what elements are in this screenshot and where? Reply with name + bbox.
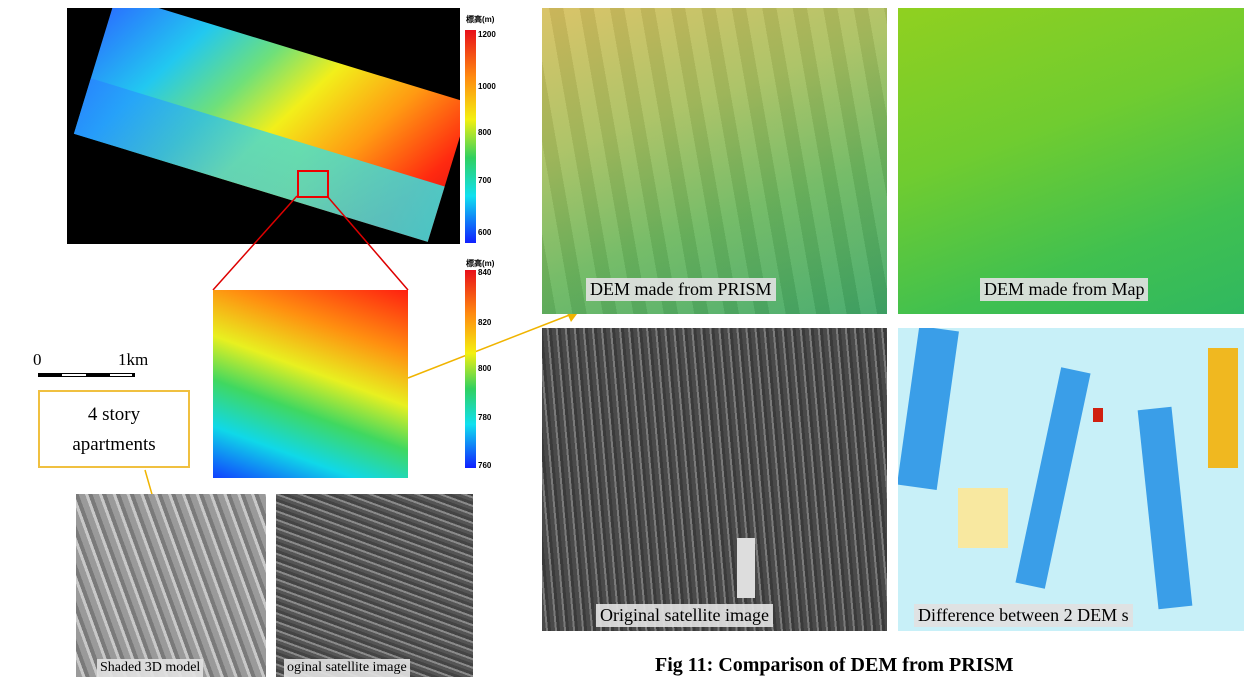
dem-difference: Difference between 2 DEM s <box>898 328 1244 631</box>
dem-map: DEM made from Map <box>898 8 1244 314</box>
callout-line: apartments <box>40 430 188 460</box>
callout: 4 story apartments <box>38 390 190 468</box>
dem-zoom <box>213 290 408 478</box>
diff-patch <box>1015 367 1090 588</box>
colorbar-label: 780 <box>478 413 491 422</box>
scale-end: 1km <box>118 350 148 370</box>
satellite-small: oginal satellite image <box>276 494 473 677</box>
zoom-line <box>327 196 408 290</box>
panel-label: oginal satellite image <box>284 659 410 677</box>
bright-building <box>737 538 755 598</box>
caption: Fig 11: Comparison of DEM from PRISM <box>655 654 1014 677</box>
panel-label: Shaded 3D model <box>97 659 203 677</box>
colorbar-label: 800 <box>478 364 491 373</box>
diff-patch <box>1093 408 1103 422</box>
colorbar <box>465 270 476 468</box>
satellite-image: Original satellite image <box>542 328 887 631</box>
diff-patch <box>958 488 1008 548</box>
dem-prism: DEM made from PRISM <box>542 8 887 314</box>
diff-patch <box>898 328 959 490</box>
diff-patch <box>1208 348 1238 468</box>
zoom-line <box>213 196 297 290</box>
diff-patch <box>1138 407 1193 609</box>
panel-label: DEM made from Map <box>980 278 1148 301</box>
callout-line: 4 story <box>40 400 188 430</box>
colorbar-label: 760 <box>478 461 491 470</box>
scale-start: 0 <box>33 350 42 370</box>
figure-page: 標高(m) 1200 1000 800 700 600 標高(m) 840 82… <box>0 0 1249 680</box>
panel-label: Difference between 2 DEM s <box>914 604 1133 627</box>
colorbar-label: 820 <box>478 318 491 327</box>
shaded-model: Shaded 3D model <box>76 494 266 677</box>
panel-label: Original satellite image <box>596 604 773 627</box>
texture <box>542 8 887 314</box>
panel-label: DEM made from PRISM <box>586 278 776 301</box>
colorbar-label: 840 <box>478 268 491 277</box>
